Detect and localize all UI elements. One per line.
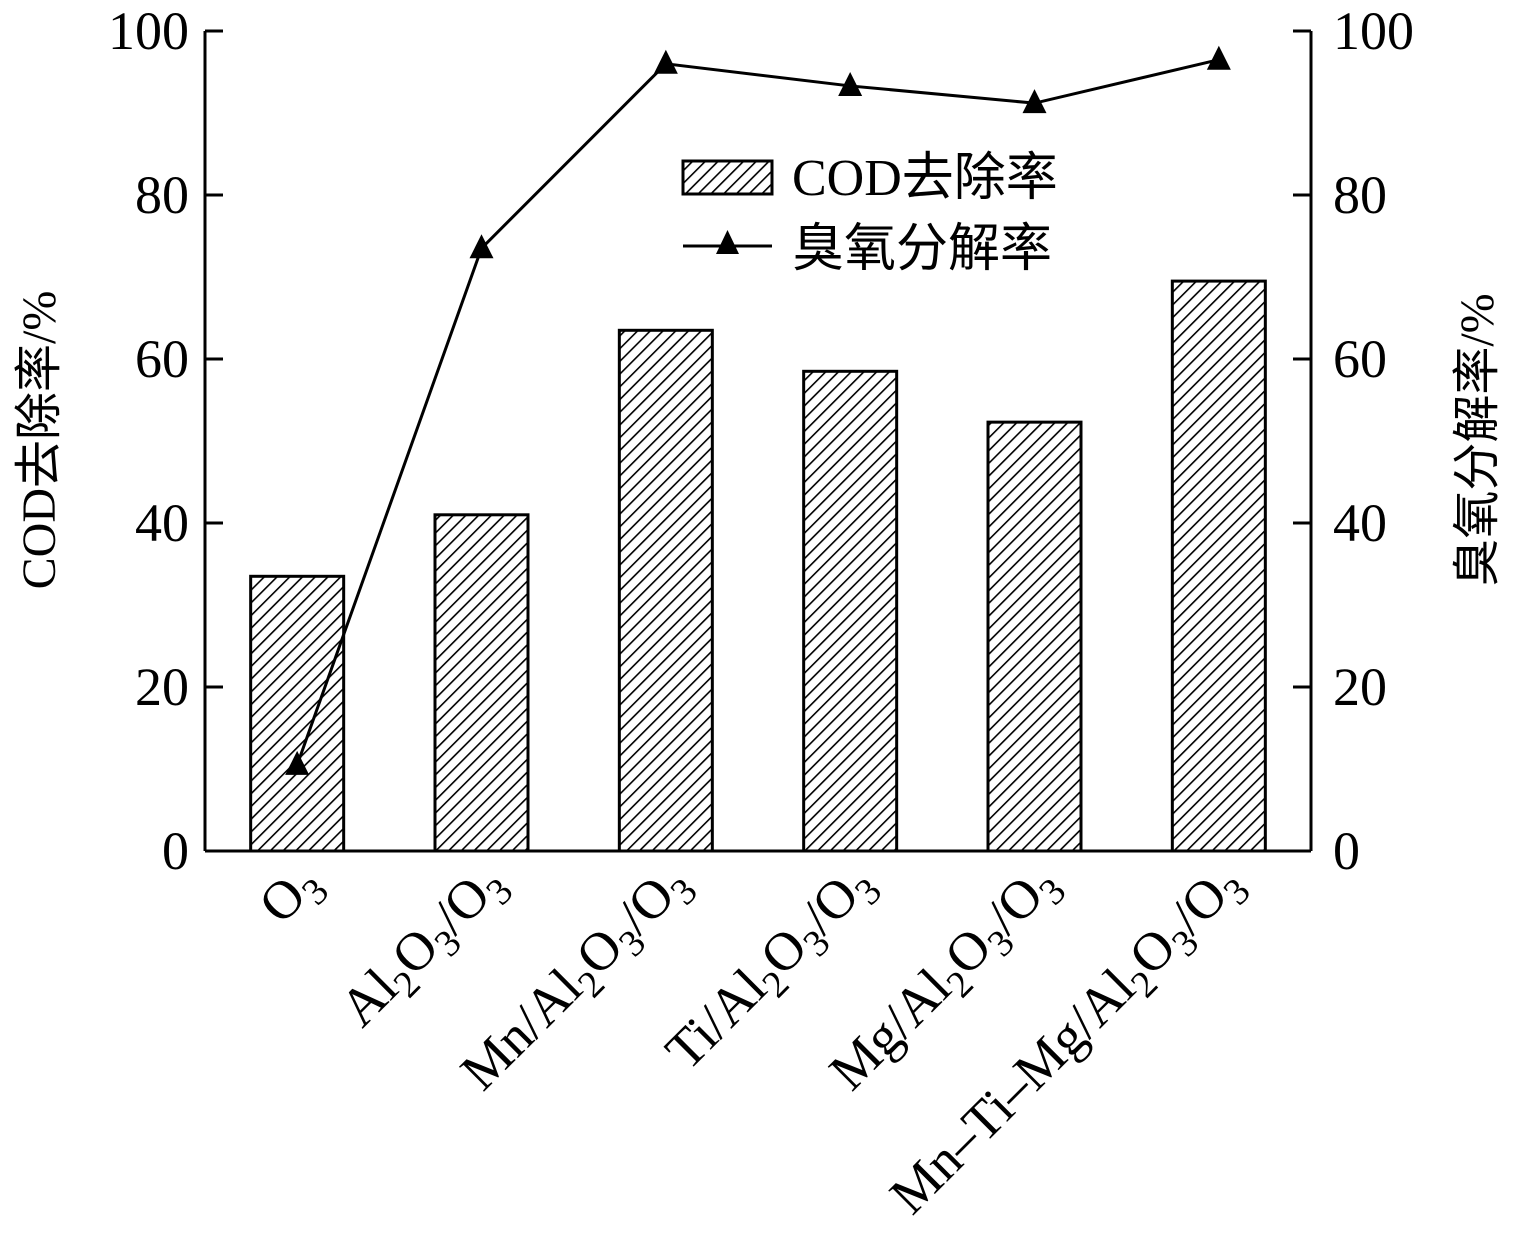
x-tick-label: O3 <box>247 851 337 941</box>
line-point-5 <box>1206 45 1231 70</box>
y-axis-left-label: COD去除率/% <box>13 291 66 590</box>
legend-bar-label: COD去除率 <box>792 150 1058 207</box>
y-tick-label-right: 60 <box>1333 329 1387 389</box>
y-tick-label-right: 0 <box>1333 821 1360 881</box>
legend-triangle-marker <box>716 230 739 254</box>
y-tick-label-left: 20 <box>135 657 189 717</box>
axes-layer: 0 20 40 60 80 100 0 20 40 60 80 100 <box>108 1 1414 881</box>
line-layer <box>285 45 1231 775</box>
bar-3 <box>802 369 899 853</box>
bars-layer <box>249 279 1267 853</box>
bar-4 <box>986 420 1083 853</box>
y-tick-label-left: 60 <box>135 329 189 389</box>
bar-1 <box>433 513 530 853</box>
legend: COD去除率 臭氧分解率 <box>681 150 1058 278</box>
y-tick-label-right: 40 <box>1333 493 1387 553</box>
line-point-1 <box>469 234 494 259</box>
y-tick-label-left: 80 <box>135 165 189 225</box>
line-point-0 <box>285 750 310 775</box>
x-tick-label: Mn–Ti–Mg/Al2O3/O3 <box>878 851 1259 1232</box>
y-tick-label-left: 100 <box>108 1 189 61</box>
bar-5 <box>1170 279 1267 853</box>
y-tick-label-right: 20 <box>1333 657 1387 717</box>
bar-0 <box>249 574 346 853</box>
y-tick-label-right: 100 <box>1333 1 1414 61</box>
legend-line-label: 臭氧分解率 <box>792 221 1052 278</box>
bar-2 <box>617 328 714 853</box>
y-tick-label-left: 40 <box>135 493 189 553</box>
line-point-3 <box>838 71 863 96</box>
y-axis-right-label: 臭氧分解率/% <box>1451 293 1504 586</box>
line-point-4 <box>1022 89 1047 114</box>
line-point-2 <box>653 49 678 74</box>
series-line <box>295 58 1220 766</box>
y-tick-label-left: 0 <box>162 821 189 881</box>
y-tick-label-right: 80 <box>1333 165 1387 225</box>
legend-bar-swatch <box>681 159 774 196</box>
x-tick-labels: O3Al2O3/O3Mn/Al2O3/O3Ti/Al2O3/O3Mg/Al2O3… <box>247 851 1259 1232</box>
